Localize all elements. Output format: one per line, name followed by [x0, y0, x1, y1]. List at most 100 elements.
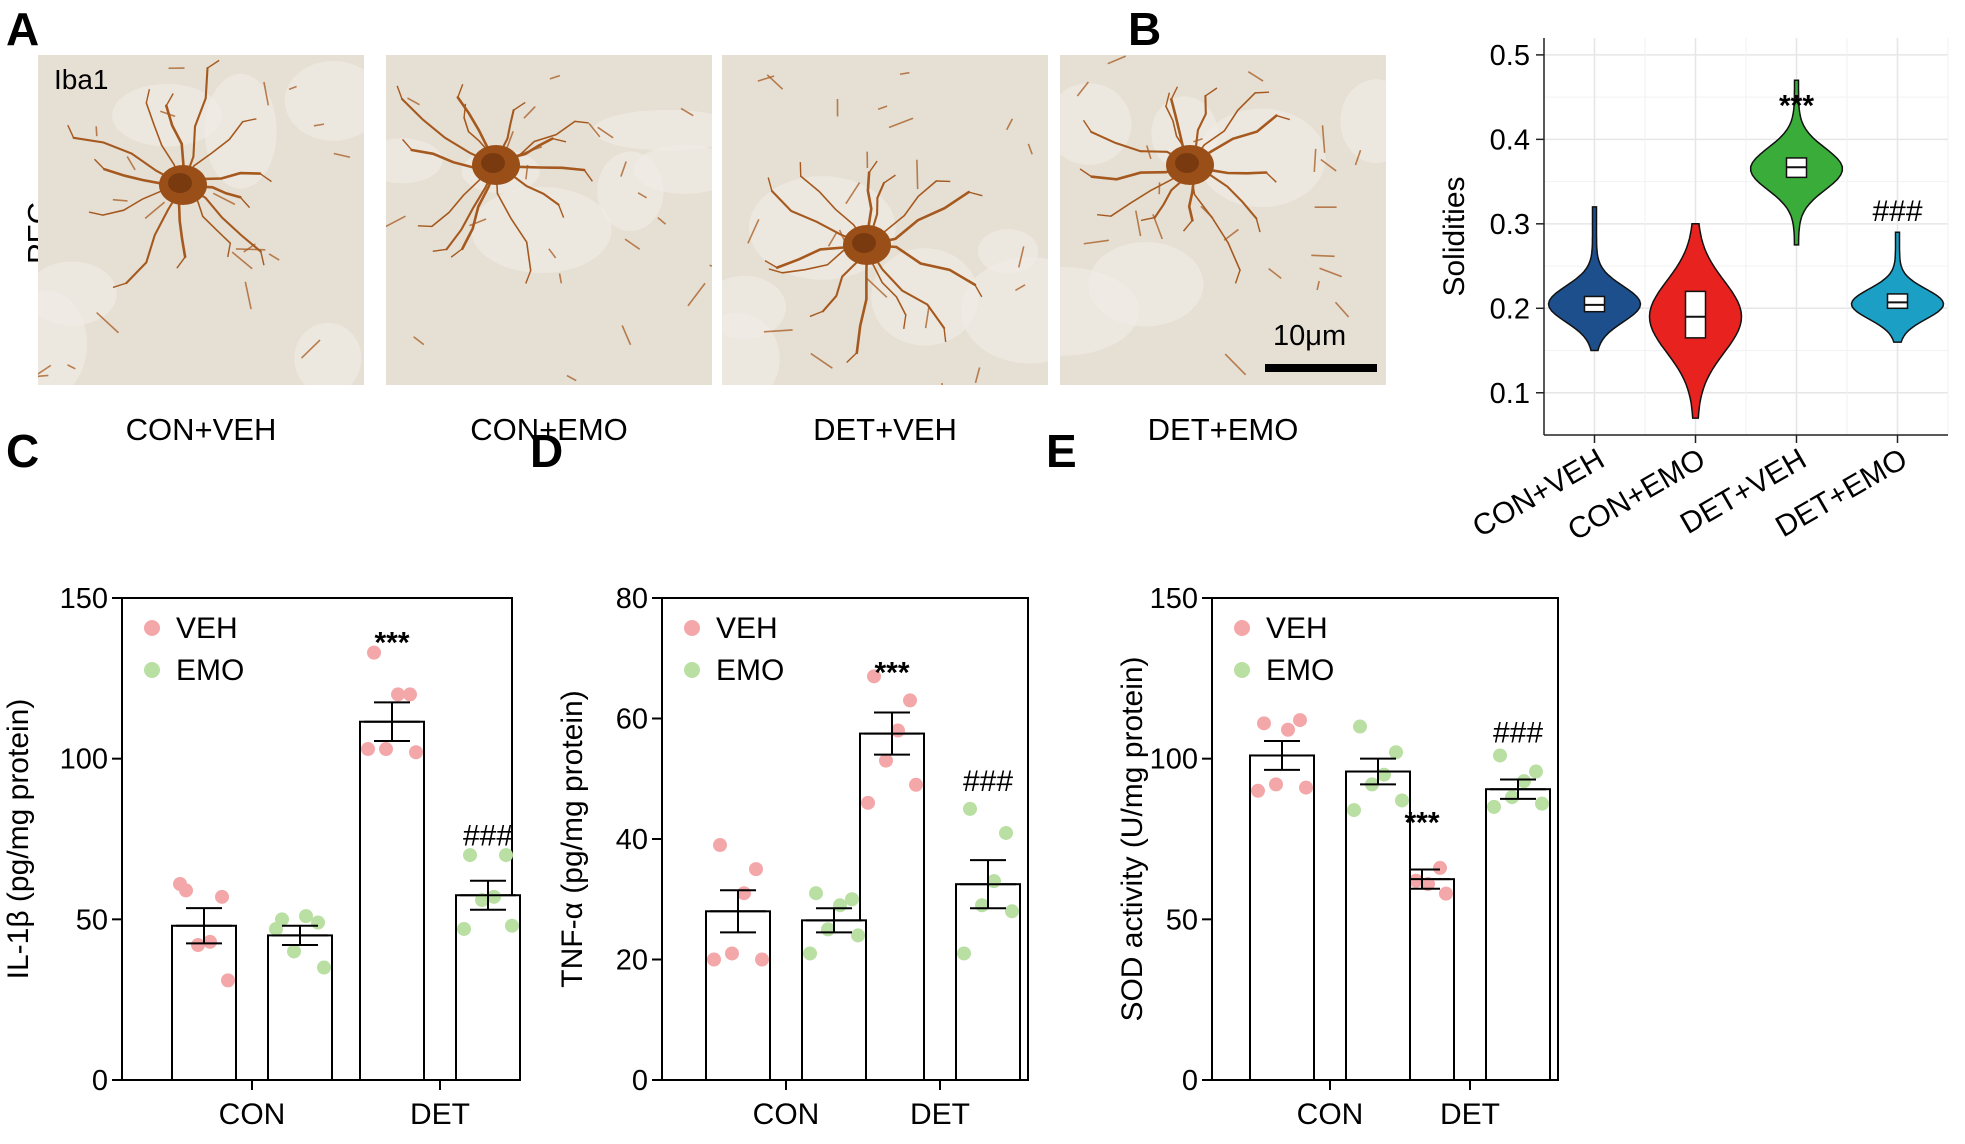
data-point	[1409, 873, 1423, 888]
process-fragment	[212, 192, 236, 206]
micrograph-det-emo	[1060, 55, 1386, 385]
panel-letter-b: B	[1128, 3, 1162, 55]
data-point	[975, 898, 989, 913]
data-point	[999, 825, 1013, 840]
process-fragment	[300, 339, 321, 359]
cell-branch	[883, 174, 896, 184]
data-point	[809, 886, 823, 901]
data-point	[833, 898, 847, 913]
process-fragment	[680, 107, 694, 117]
legend-marker-veh	[144, 620, 160, 636]
process-fragment	[637, 192, 647, 199]
cell-nucleus	[1175, 153, 1199, 173]
y-tick-label: 60	[616, 704, 648, 736]
background-blotch	[961, 257, 1048, 364]
process-fragment	[1268, 267, 1282, 279]
data-point	[367, 645, 381, 660]
data-point	[909, 777, 923, 792]
data-point	[821, 922, 835, 937]
bar-veh-con	[171, 924, 237, 1082]
cell-branch	[1234, 269, 1241, 284]
process-fragment	[549, 74, 561, 80]
data-point	[409, 745, 423, 760]
cell-branch	[1165, 92, 1171, 107]
process-fragment	[1334, 301, 1350, 318]
cell-branch	[1082, 119, 1092, 133]
data-point	[891, 723, 905, 738]
cell-branch	[1182, 219, 1193, 232]
cell-branch	[165, 93, 174, 107]
x-tick-label: CON	[219, 1098, 286, 1131]
process-fragment	[1320, 158, 1337, 172]
data-point	[737, 886, 751, 901]
cell-branch	[1204, 87, 1218, 97]
process-fragment	[263, 81, 270, 106]
background-blotch	[386, 138, 443, 184]
data-point	[707, 952, 721, 967]
micrograph-label-con-veh: CON+VEH	[125, 412, 277, 447]
cell-branch	[457, 84, 464, 98]
process-fragment	[899, 71, 910, 76]
data-point	[957, 946, 971, 961]
process-fragment	[747, 218, 760, 244]
process-fragment	[1015, 284, 1026, 292]
data-point	[317, 960, 331, 975]
background-blotch	[1340, 79, 1386, 164]
data-point	[173, 876, 187, 891]
background-blotch	[284, 60, 364, 141]
cell-branch	[259, 173, 272, 183]
y-tick-label: 100	[60, 744, 108, 776]
y-tick-label: 0	[1182, 1065, 1198, 1097]
process-fragment	[288, 85, 297, 91]
process-fragment	[1224, 353, 1247, 376]
significance-label: ###	[463, 819, 513, 852]
bar-emo-con	[267, 934, 333, 1081]
data-point	[1299, 780, 1313, 795]
background-blotch	[722, 275, 786, 340]
process-fragment	[231, 251, 253, 270]
process-fragment	[877, 105, 888, 110]
process-fragment	[313, 123, 325, 127]
cell-branch	[112, 282, 127, 289]
y-tick-label: 0	[92, 1065, 108, 1097]
background-blotch	[597, 151, 664, 232]
micrograph-label-con-emo: CON+EMO	[470, 412, 628, 447]
process-fragment	[1354, 149, 1362, 166]
data-point	[505, 918, 519, 933]
x-tick-label: DET	[1440, 1098, 1500, 1131]
process-fragment	[244, 281, 252, 310]
data-point	[1517, 774, 1531, 789]
data-point	[215, 889, 229, 904]
y-tick-label: 20	[616, 945, 648, 977]
data-point	[1293, 713, 1307, 728]
cell-branch	[1255, 218, 1261, 233]
process-fragment	[1311, 254, 1335, 258]
panel-letter-d: D	[530, 425, 564, 477]
bar-veh-det	[359, 720, 425, 1081]
cell-branch	[207, 59, 220, 69]
process-fragment	[407, 97, 420, 106]
background-blotch	[204, 73, 277, 189]
process-fragment	[1134, 210, 1142, 237]
data-point	[361, 742, 375, 757]
cell-branch	[396, 85, 403, 100]
data-point	[1493, 748, 1507, 763]
process-fragment	[523, 105, 536, 119]
data-point	[749, 862, 763, 877]
y-tick-label: 40	[616, 824, 648, 856]
process-fragment	[333, 152, 351, 159]
cell-branch	[1265, 172, 1277, 183]
data-point	[1421, 876, 1435, 891]
data-point	[879, 753, 893, 768]
cell-branch	[401, 138, 413, 151]
cell-branch	[417, 225, 432, 228]
violin-chart: 0.10.20.30.40.5SoliditiesCON+VEHCON+EMOD…	[1438, 38, 1949, 547]
data-point	[287, 944, 301, 959]
violin-con-veh	[1547, 206, 1642, 352]
legend-marker-emo	[684, 662, 700, 678]
process-fragment	[38, 374, 49, 378]
background-blotch	[977, 229, 1039, 274]
bar-veh-con	[705, 910, 771, 1081]
scale-bar	[1265, 364, 1377, 372]
cell-branch	[1097, 213, 1112, 217]
